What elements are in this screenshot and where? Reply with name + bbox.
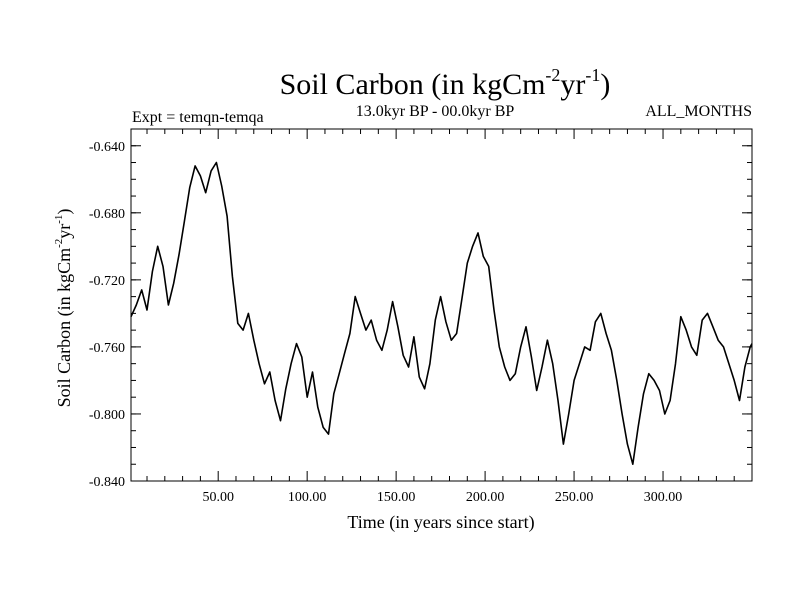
y-tick-label: -0.800 (89, 408, 125, 423)
chart-title: Soil Carbon (in kgCm-2yr-1) (280, 65, 611, 101)
x-tick-label: 300.00 (644, 490, 683, 505)
chart-title-main: Soil Carbon (in kgCm (280, 68, 546, 101)
y-axis-label-sup1: -2 (53, 239, 65, 248)
x-tick-label: 100.00 (288, 490, 327, 505)
y-tick-label: -0.760 (89, 341, 125, 356)
y-axis-label-main: Soil Carbon (in kgCm (54, 248, 75, 408)
series-group (130, 161, 753, 466)
subtitle-left: Expt = temqn-temqa (132, 109, 264, 126)
y-axis-label-end: ) (54, 209, 75, 215)
series-line (130, 161, 753, 466)
y-axis-label: Soil Carbon (in kgCm-2yr-1) (53, 209, 75, 408)
axis-ticks: -0.640 -0.680 -0.720 -0.760 -0.800 -0.840 50.0… (89, 128, 752, 505)
subtitle-center: 13.0kyr BP - 00.0kyr BP (356, 103, 515, 120)
x-axis-label: Time (in years since start) (347, 512, 534, 533)
y-axis-label-mid: yr (54, 224, 74, 239)
chart-title-mid: yr (560, 68, 585, 101)
chart-title-sup1: -2 (545, 65, 560, 85)
chart-title-sup2: -1 (585, 65, 600, 85)
y-tick-label: -0.840 (89, 475, 125, 490)
subtitle-right: ALL_MONTHS (645, 103, 752, 120)
x-tick-label: 250.00 (555, 490, 594, 505)
y-tick-label: -0.680 (89, 207, 125, 222)
plot-frame (130, 128, 753, 482)
y-tick-label: -0.640 (89, 140, 125, 155)
y-axis-label-sup2: -1 (53, 215, 65, 224)
chart-title-end: ) (600, 68, 610, 101)
x-tick-label: 50.00 (202, 490, 234, 505)
y-tick-label: -0.720 (89, 274, 125, 289)
x-tick-label: 200.00 (466, 490, 505, 505)
x-tick-label: 150.00 (377, 490, 416, 505)
